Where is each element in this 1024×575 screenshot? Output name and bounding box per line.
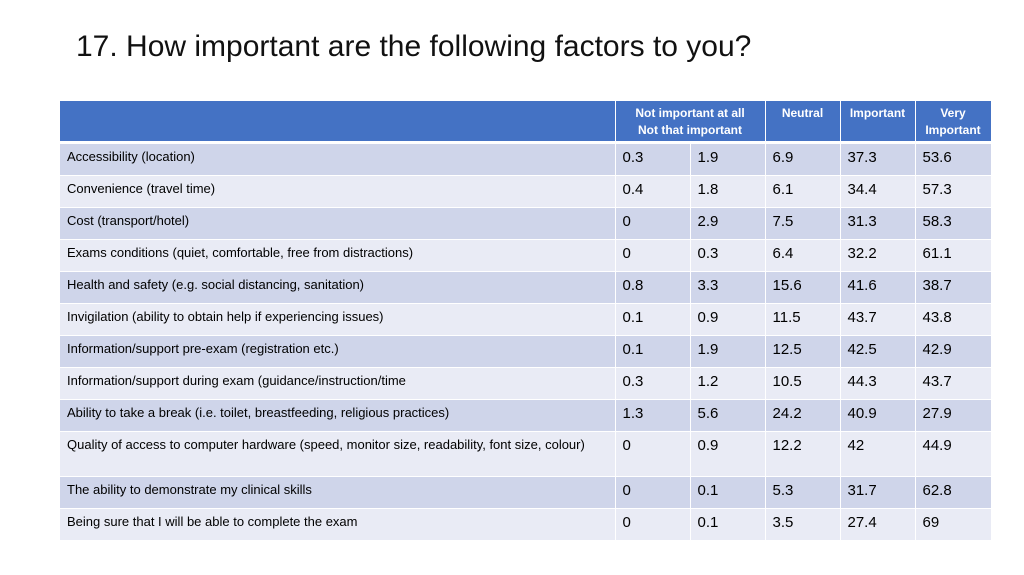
row-label: Accessibility (location) — [60, 142, 616, 176]
header-not-important-at-all: Not important at all — [635, 106, 745, 120]
row-value: 1.9 — [690, 142, 766, 176]
row-value: 11.5 — [765, 303, 841, 336]
row-label: Health and safety (e.g. social distancin… — [60, 271, 616, 304]
row-value: 0.1 — [615, 335, 691, 368]
header-very-important-line2: Important — [925, 123, 981, 137]
row-value: 0 — [615, 239, 691, 272]
row-value: 3.3 — [690, 271, 766, 304]
table-row: Information/support during exam (guidanc… — [60, 367, 992, 400]
row-value: 57.3 — [915, 175, 992, 208]
header-not-that-important: Not that important — [638, 123, 742, 137]
row-value: 0.1 — [690, 508, 766, 541]
row-value: 12.2 — [765, 431, 841, 477]
row-value: 10.5 — [765, 367, 841, 400]
row-value: 1.9 — [690, 335, 766, 368]
row-value: 5.3 — [765, 476, 841, 509]
row-value: 0.8 — [615, 271, 691, 304]
row-value: 0 — [615, 207, 691, 240]
table-row: Quality of access to computer hardware (… — [60, 431, 992, 477]
row-value: 40.9 — [840, 399, 916, 432]
row-value: 44.9 — [915, 431, 992, 477]
row-value: 3.5 — [765, 508, 841, 541]
row-value: 31.7 — [840, 476, 916, 509]
row-value: 12.5 — [765, 335, 841, 368]
row-value: 42 — [840, 431, 916, 477]
row-value: 43.7 — [840, 303, 916, 336]
row-value: 0.9 — [690, 431, 766, 477]
row-value: 43.8 — [915, 303, 992, 336]
table-row: Exams conditions (quiet, comfortable, fr… — [60, 239, 992, 272]
header-blank-cell — [60, 101, 616, 144]
row-value: 58.3 — [915, 207, 992, 240]
row-value: 0 — [615, 508, 691, 541]
row-value: 6.1 — [765, 175, 841, 208]
row-value: 5.6 — [690, 399, 766, 432]
table-row: Convenience (travel time) 0.4 1.8 6.1 34.4 57… — [60, 175, 992, 208]
row-label: Cost (transport/hotel) — [60, 207, 616, 240]
table-row: Cost (transport/hotel) 0 2.9 7.5 31.3 58.3 — [60, 207, 992, 240]
row-value: 0 — [615, 431, 691, 477]
row-value: 32.2 — [840, 239, 916, 272]
row-value: 0.9 — [690, 303, 766, 336]
row-value: 0.3 — [690, 239, 766, 272]
row-value: 27.4 — [840, 508, 916, 541]
header-very-important-line1: Very — [940, 106, 966, 120]
row-value: 42.5 — [840, 335, 916, 368]
table-row: Health and safety (e.g. social distancin… — [60, 271, 992, 304]
row-value: 1.3 — [615, 399, 691, 432]
row-value: 31.3 — [840, 207, 916, 240]
row-label: Information/support during exam (guidanc… — [60, 367, 616, 400]
row-value: 24.2 — [765, 399, 841, 432]
row-value: 38.7 — [915, 271, 992, 304]
row-value: 43.7 — [915, 367, 992, 400]
slide-title: 17. How important are the following fact… — [76, 30, 752, 63]
row-value: 1.8 — [690, 175, 766, 208]
row-value: 42.9 — [915, 335, 992, 368]
row-label: Exams conditions (quiet, comfortable, fr… — [60, 239, 616, 272]
row-value: 61.1 — [915, 239, 992, 272]
row-value: 41.6 — [840, 271, 916, 304]
table-row: Accessibility (location) 0.3 1.9 6.9 37.3 53.… — [60, 142, 992, 176]
row-value: 37.3 — [840, 142, 916, 176]
survey-table: Not important at all Not that important … — [60, 101, 992, 541]
row-value: 0.1 — [690, 476, 766, 509]
table-row: Information/support pre-exam (registrati… — [60, 335, 992, 368]
row-value: 69 — [915, 508, 992, 541]
row-value: 44.3 — [840, 367, 916, 400]
row-value: 2.9 — [690, 207, 766, 240]
row-value: 0.4 — [615, 175, 691, 208]
row-label: Convenience (travel time) — [60, 175, 616, 208]
row-label: Quality of access to computer hardware (… — [60, 431, 616, 477]
header-not-important: Not important at all Not that important — [615, 101, 766, 144]
header-important: Important — [840, 101, 916, 144]
row-value: 34.4 — [840, 175, 916, 208]
row-value: 15.6 — [765, 271, 841, 304]
table-row: Being sure that I will be able to comple… — [60, 508, 992, 541]
table-row: Invigilation (ability to obtain help if … — [60, 303, 992, 336]
table-header-row: Not important at all Not that important … — [60, 101, 992, 144]
row-value: 27.9 — [915, 399, 992, 432]
table-row: The ability to demonstrate my clinical s… — [60, 476, 992, 509]
row-label: Information/support pre-exam (registrati… — [60, 335, 616, 368]
row-value: 7.5 — [765, 207, 841, 240]
row-value: 6.4 — [765, 239, 841, 272]
row-value: 0.1 — [615, 303, 691, 336]
row-label: Invigilation (ability to obtain help if … — [60, 303, 616, 336]
row-label: Being sure that I will be able to comple… — [60, 508, 616, 541]
row-value: 0.3 — [615, 142, 691, 176]
header-very-important: Very Important — [915, 101, 992, 144]
row-value: 6.9 — [765, 142, 841, 176]
row-value: 0 — [615, 476, 691, 509]
header-neutral: Neutral — [765, 101, 841, 144]
row-value: 62.8 — [915, 476, 992, 509]
row-value: 0.3 — [615, 367, 691, 400]
row-label: Ability to take a break (i.e. toilet, br… — [60, 399, 616, 432]
row-label: The ability to demonstrate my clinical s… — [60, 476, 616, 509]
row-value: 53.6 — [915, 142, 992, 176]
table-row: Ability to take a break (i.e. toilet, br… — [60, 399, 992, 432]
row-value: 1.2 — [690, 367, 766, 400]
